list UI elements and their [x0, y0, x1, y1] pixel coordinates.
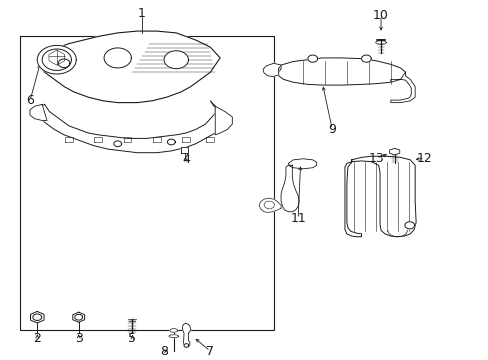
- Polygon shape: [344, 156, 415, 237]
- Polygon shape: [259, 198, 281, 212]
- Polygon shape: [170, 329, 177, 332]
- Polygon shape: [40, 101, 224, 153]
- Polygon shape: [404, 222, 414, 229]
- Text: 1: 1: [138, 7, 146, 20]
- Polygon shape: [288, 159, 316, 169]
- Text: 10: 10: [372, 9, 388, 22]
- Text: 6: 6: [26, 94, 34, 107]
- Text: 4: 4: [182, 153, 189, 166]
- Text: 11: 11: [290, 212, 305, 225]
- Polygon shape: [73, 312, 84, 322]
- Polygon shape: [389, 148, 399, 155]
- Text: 7: 7: [206, 345, 214, 358]
- Polygon shape: [182, 323, 190, 348]
- Polygon shape: [58, 59, 70, 68]
- Polygon shape: [390, 72, 414, 103]
- Text: 8: 8: [160, 345, 168, 358]
- Polygon shape: [281, 165, 299, 212]
- Text: 9: 9: [327, 123, 336, 136]
- Polygon shape: [278, 58, 405, 85]
- Text: 5: 5: [128, 332, 136, 345]
- Polygon shape: [75, 314, 82, 320]
- Polygon shape: [104, 48, 131, 68]
- Text: 12: 12: [416, 152, 432, 165]
- Polygon shape: [181, 147, 188, 153]
- Polygon shape: [215, 106, 232, 135]
- Polygon shape: [40, 31, 220, 103]
- Polygon shape: [30, 311, 44, 323]
- Polygon shape: [307, 55, 317, 62]
- Text: 13: 13: [367, 152, 383, 165]
- Text: 2: 2: [33, 332, 41, 345]
- Polygon shape: [30, 104, 47, 121]
- Bar: [20, 36, 273, 330]
- Polygon shape: [361, 55, 370, 62]
- Text: 3: 3: [75, 332, 82, 345]
- Polygon shape: [164, 51, 188, 69]
- Polygon shape: [263, 63, 281, 77]
- Polygon shape: [183, 344, 188, 347]
- Polygon shape: [375, 41, 386, 44]
- Polygon shape: [33, 314, 41, 320]
- Polygon shape: [169, 335, 178, 338]
- Polygon shape: [37, 45, 76, 74]
